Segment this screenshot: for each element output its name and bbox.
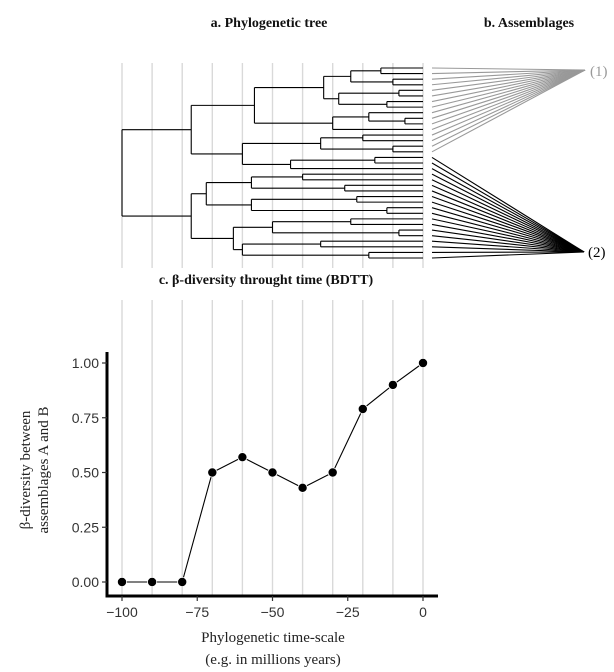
bdtt-point (117, 577, 128, 588)
plot-ticks: 0.00 0.25 0.50 0.75 1.00 −100 −75 −50 −25 0 (72, 355, 427, 620)
y-axis-label: β-diversity between (18, 410, 34, 529)
assemblages-panel-title: b. Assemblages (484, 16, 575, 31)
y-tick-label: 0.75 (72, 410, 99, 426)
y-tick-label: 1.00 (72, 355, 99, 371)
x-tick-label: −25 (336, 604, 360, 620)
bdtt-series (117, 357, 428, 588)
x-tick-label: −100 (106, 604, 138, 620)
assemblage-1-link (431, 69, 586, 147)
assemblage-2-label: (2) (588, 245, 606, 261)
assemblage-2-link (431, 173, 585, 253)
assemblage-2-link (431, 246, 585, 253)
assemblage-1-link (431, 69, 586, 130)
assemblage-1-link (431, 69, 586, 80)
bdtt-point (147, 577, 158, 588)
assemblage-2-link (431, 212, 585, 253)
assemblage-1-link (431, 69, 586, 108)
plot-grid (121, 300, 424, 596)
y-tick-label: 0.50 (72, 465, 99, 481)
assemblage-1-link (431, 69, 586, 119)
x-axis-label: Phylogenetic time-scale (201, 630, 345, 646)
assemblage-2-link (431, 251, 585, 259)
x-tick-label: −50 (261, 604, 285, 620)
x-tick-label: −75 (185, 604, 209, 620)
tree-grid (121, 63, 424, 268)
assemblage-1-link (431, 69, 586, 125)
assemblage-2-link (431, 190, 585, 253)
assemblage-2-link (431, 240, 585, 253)
assemblage-1-link (431, 69, 586, 153)
assemblage-1-link (431, 69, 586, 86)
bdtt-point (177, 577, 188, 588)
assemblage-2-link (431, 218, 585, 253)
assemblage-1-link (431, 69, 586, 91)
assemblage-2-link (431, 179, 585, 253)
assemblage-1-label: (1) (590, 64, 608, 80)
assemblage-2-link (431, 196, 585, 253)
phylogenetic-tree (121, 67, 423, 259)
bdtt-point (327, 467, 338, 478)
assemblage-2-link (431, 235, 585, 253)
assemblage-1-link (431, 69, 586, 103)
x-tick-label: 0 (419, 604, 427, 620)
bdtt-panel-title: c. β-diversity throught time (BDTT) (159, 273, 374, 288)
assemblage-2-link (431, 223, 585, 253)
y-tick-label: 0.25 (72, 519, 99, 535)
x-axis-label-sub: (e.g. in millions years) (205, 652, 340, 668)
bdtt-point (357, 403, 368, 414)
y-tick-label: 0.00 (72, 574, 99, 590)
assemblage-2-link (431, 184, 585, 253)
assemblage-1-link (431, 69, 586, 75)
bdtt-point (387, 379, 398, 390)
plot-axes (105, 352, 438, 598)
assemblage-1-link (431, 67, 586, 71)
assemblage-2-link (431, 162, 585, 253)
bdtt-point (207, 467, 218, 478)
assemblage-1-link (431, 69, 586, 142)
assemblage-1-link (431, 69, 586, 114)
assemblage-1-link (431, 69, 586, 136)
assemblage-2-link (431, 201, 585, 253)
assemblage-2-link (431, 168, 585, 253)
bdtt-point (267, 467, 278, 478)
bdtt-point (297, 482, 308, 493)
bdtt-point (417, 357, 428, 368)
assemblage-connections (431, 67, 586, 259)
assemblage-1-link (431, 69, 586, 97)
assemblage-2-link (431, 229, 585, 253)
assemblage-2-link (431, 156, 585, 253)
y-axis-label-sub: assemblages A and B (36, 406, 52, 533)
tree-panel-title: a. Phylogenetic tree (211, 16, 328, 31)
bdtt-point (237, 452, 248, 463)
assemblage-2-link (431, 207, 585, 253)
